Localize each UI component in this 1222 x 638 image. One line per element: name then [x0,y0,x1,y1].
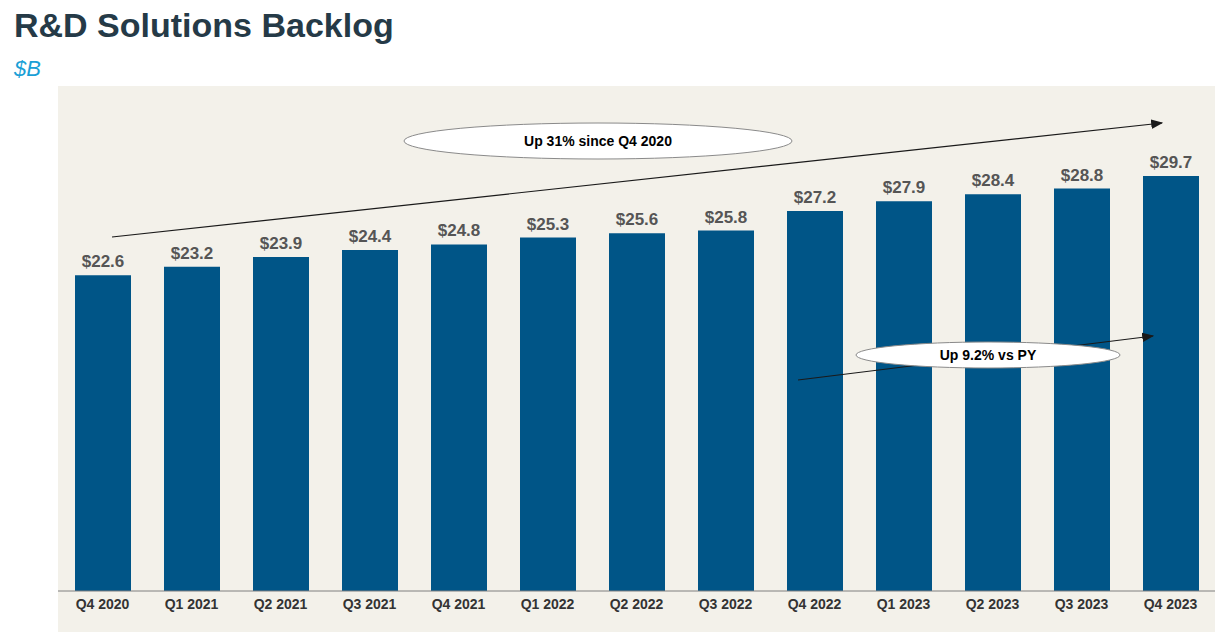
svg-text:Q1 2021: Q1 2021 [165,596,219,612]
svg-text:Q3 2021: Q3 2021 [343,596,397,612]
svg-text:Q2 2023: Q2 2023 [966,596,1020,612]
svg-text:Q1 2023: Q1 2023 [877,596,931,612]
svg-text:Q1 2022: Q1 2022 [521,596,575,612]
svg-text:Q4 2023: Q4 2023 [1144,596,1198,612]
svg-text:Q2 2021: Q2 2021 [254,596,308,612]
svg-text:Q3 2022: Q3 2022 [699,596,753,612]
svg-text:$25.8: $25.8 [705,208,748,227]
svg-text:Q4 2020: Q4 2020 [76,596,130,612]
svg-text:$24.4: $24.4 [349,227,392,246]
svg-text:$24.8: $24.8 [438,221,481,240]
svg-text:$25.6: $25.6 [616,210,659,229]
html-text:R&D Solutions Backlog: R&D Solutions Backlog [14,6,394,44]
html-text:$B: $B [14,56,41,81]
svg-text:Up 9.2% vs PY: Up 9.2% vs PY [940,347,1037,363]
svg-text:Q3 2023: Q3 2023 [1055,596,1109,612]
svg-text:$27.9: $27.9 [883,178,926,197]
svg-text:$23.9: $23.9 [260,234,303,253]
svg-text:Q4 2022: Q4 2022 [788,596,842,612]
svg-text:$28.4: $28.4 [972,171,1015,190]
svg-text:$27.2: $27.2 [794,188,837,207]
svg-text:$28.8: $28.8 [1061,166,1104,185]
svg-text:Up 31% since Q4 2020: Up 31% since Q4 2020 [524,133,672,149]
svg-text:$23.2: $23.2 [171,244,214,263]
svg-text:Q2 2022: Q2 2022 [610,596,664,612]
svg-text:$22.6: $22.6 [82,252,125,271]
svg-text:Q4 2021: Q4 2021 [432,596,486,612]
svg-text:$29.7: $29.7 [1150,153,1193,172]
svg-text:$25.3: $25.3 [527,215,570,234]
